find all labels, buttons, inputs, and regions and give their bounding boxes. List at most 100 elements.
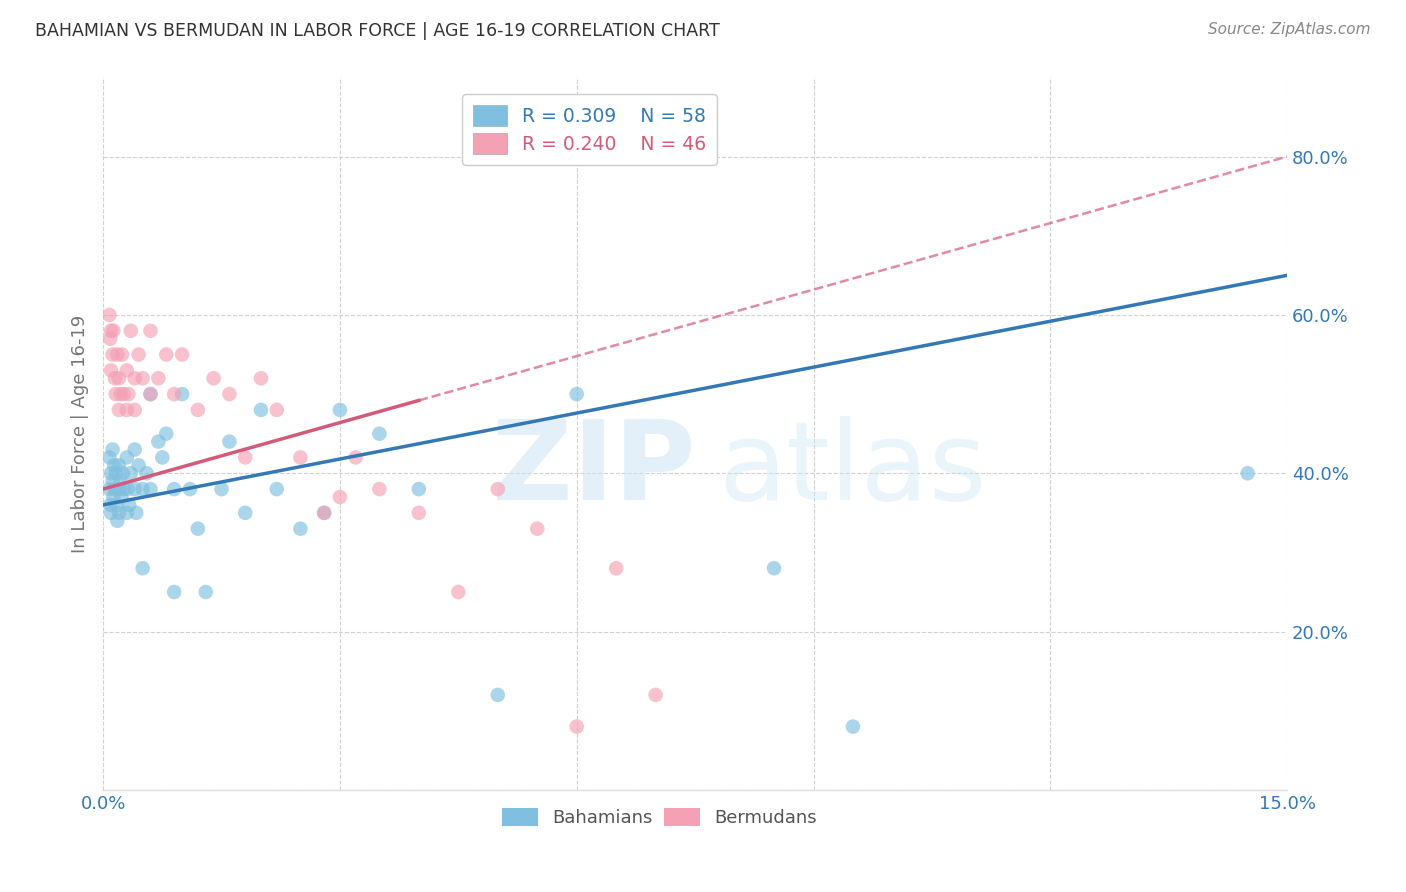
Point <box>98 308 121 322</box>
Point <box>115 403 138 417</box>
Point <box>763 561 786 575</box>
Point <box>115 450 138 465</box>
Point <box>101 442 124 457</box>
Point <box>131 371 153 385</box>
Point <box>233 450 256 465</box>
Point <box>104 371 127 385</box>
Point <box>163 387 186 401</box>
Legend: Bahamians, Bermudans: Bahamians, Bermudans <box>495 800 824 834</box>
Point <box>218 434 240 449</box>
Point <box>447 585 470 599</box>
Point <box>408 506 430 520</box>
Point <box>194 585 217 599</box>
Point <box>170 347 193 361</box>
Point <box>290 450 312 465</box>
Point <box>526 522 548 536</box>
Point <box>266 403 288 417</box>
Point <box>170 387 193 401</box>
Point <box>101 347 124 361</box>
Point <box>644 688 666 702</box>
Point <box>155 347 177 361</box>
Point <box>139 482 162 496</box>
Point <box>124 442 146 457</box>
Point <box>111 467 134 481</box>
Point <box>111 347 134 361</box>
Point <box>139 324 162 338</box>
Point <box>290 522 312 536</box>
Point <box>605 561 627 575</box>
Point <box>131 482 153 496</box>
Point <box>187 522 209 536</box>
Point <box>124 482 146 496</box>
Point <box>148 371 170 385</box>
Point <box>120 324 142 338</box>
Point <box>565 387 588 401</box>
Point <box>163 482 186 496</box>
Point <box>565 720 588 734</box>
Text: ZIP: ZIP <box>492 416 695 523</box>
Point <box>163 585 186 599</box>
Point <box>108 482 131 496</box>
Point <box>100 324 122 338</box>
Point <box>329 490 352 504</box>
Point <box>124 403 146 417</box>
Point <box>314 506 336 520</box>
Point <box>202 371 225 385</box>
Point <box>108 506 131 520</box>
Point <box>104 467 127 481</box>
Point <box>842 720 865 734</box>
Point <box>139 387 162 401</box>
Point <box>103 458 125 473</box>
Point <box>112 387 135 401</box>
Point <box>187 403 209 417</box>
Point <box>408 482 430 496</box>
Point <box>103 490 125 504</box>
Point <box>100 467 122 481</box>
Point <box>104 482 127 496</box>
Point <box>266 482 288 496</box>
Point <box>100 363 122 377</box>
Point <box>105 514 128 528</box>
Point <box>1236 467 1258 481</box>
Point <box>104 387 127 401</box>
Point <box>103 324 125 338</box>
Point <box>233 506 256 520</box>
Point <box>368 426 391 441</box>
Point <box>486 688 509 702</box>
Point <box>211 482 233 496</box>
Point <box>98 450 121 465</box>
Point <box>110 387 132 401</box>
Y-axis label: In Labor Force | Age 16-19: In Labor Force | Age 16-19 <box>72 315 89 553</box>
Text: Source: ZipAtlas.com: Source: ZipAtlas.com <box>1208 22 1371 37</box>
Point <box>179 482 201 496</box>
Point <box>329 403 352 417</box>
Point <box>218 387 240 401</box>
Point <box>110 490 132 504</box>
Point <box>344 450 367 465</box>
Point <box>124 371 146 385</box>
Point <box>155 426 177 441</box>
Point <box>108 403 131 417</box>
Point <box>128 347 150 361</box>
Point <box>98 498 121 512</box>
Point <box>250 371 273 385</box>
Point <box>108 458 131 473</box>
Point <box>139 387 162 401</box>
Point <box>105 347 128 361</box>
Point <box>368 482 391 496</box>
Point <box>125 506 148 520</box>
Point <box>120 467 142 481</box>
Point <box>148 434 170 449</box>
Point <box>112 482 135 496</box>
Point <box>115 363 138 377</box>
Text: atlas: atlas <box>718 416 987 523</box>
Point <box>314 506 336 520</box>
Point <box>110 474 132 488</box>
Point <box>115 506 138 520</box>
Point <box>117 387 139 401</box>
Point <box>98 332 121 346</box>
Point <box>108 371 131 385</box>
Point <box>128 458 150 473</box>
Point <box>131 561 153 575</box>
Point <box>101 474 124 488</box>
